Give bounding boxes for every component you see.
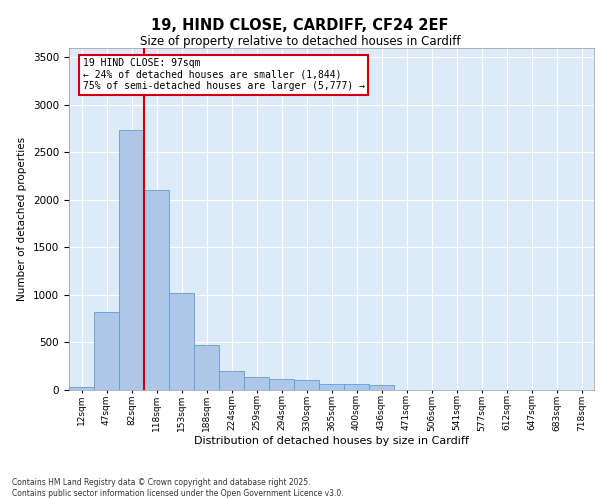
Bar — [119, 130, 144, 390]
Text: Size of property relative to detached houses in Cardiff: Size of property relative to detached ho… — [140, 35, 460, 48]
Bar — [169, 293, 194, 390]
Bar — [69, 387, 94, 390]
Bar — [144, 190, 169, 390]
Bar — [219, 371, 244, 390]
Text: 19, HIND CLOSE, CARDIFF, CF24 2EF: 19, HIND CLOSE, CARDIFF, CF24 2EF — [151, 18, 449, 32]
Bar — [94, 312, 119, 390]
Text: 19 HIND CLOSE: 97sqm
← 24% of detached houses are smaller (1,844)
75% of semi-de: 19 HIND CLOSE: 97sqm ← 24% of detached h… — [83, 58, 365, 91]
Bar — [194, 346, 219, 390]
Bar — [294, 380, 319, 390]
Bar — [344, 384, 369, 390]
Text: Contains HM Land Registry data © Crown copyright and database right 2025.
Contai: Contains HM Land Registry data © Crown c… — [12, 478, 344, 498]
X-axis label: Distribution of detached houses by size in Cardiff: Distribution of detached houses by size … — [194, 436, 469, 446]
Bar — [369, 385, 394, 390]
Bar — [319, 384, 344, 390]
Bar — [244, 376, 269, 390]
Bar — [269, 378, 294, 390]
Y-axis label: Number of detached properties: Number of detached properties — [17, 136, 28, 301]
